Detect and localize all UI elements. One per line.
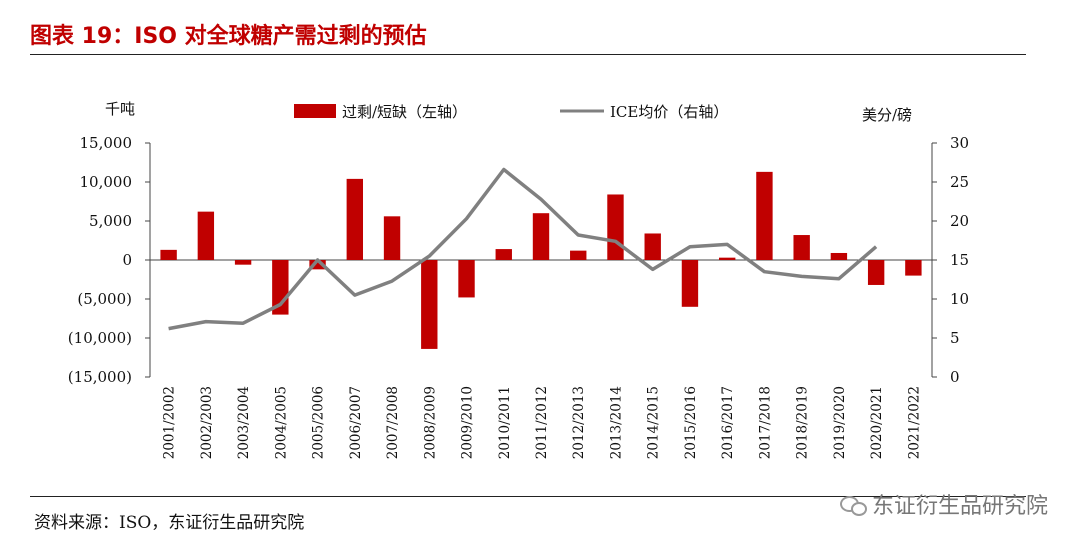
- right-axis-unit: 美分/磅: [862, 106, 912, 124]
- watermark-text: 东证衍生品研究院: [871, 494, 1048, 519]
- x-tick-label: 2002/2003: [199, 386, 215, 459]
- bar: [793, 235, 810, 260]
- ice-price-line: [168, 167, 878, 331]
- right-tick-label: 10: [950, 290, 969, 308]
- legend-label-line: ICE均价（右轴）: [610, 103, 728, 121]
- left-tick-label: (15,000): [68, 368, 132, 386]
- right-tick-label: 30: [950, 134, 969, 152]
- right-tick-label: 25: [950, 173, 969, 191]
- bar: [681, 260, 699, 307]
- x-tick-label: 2010/2011: [497, 386, 513, 459]
- x-tick-label: 2014/2015: [646, 386, 662, 459]
- left-tick-label: 10,000: [80, 173, 133, 191]
- right-tick-label: 20: [950, 212, 969, 230]
- bar: [234, 260, 252, 265]
- x-tick-label: 2001/2002: [162, 386, 178, 459]
- left-axis-unit: 千吨: [105, 100, 135, 118]
- title-rule: [30, 54, 1026, 55]
- bar: [756, 171, 773, 260]
- right-tick-label: 5: [950, 329, 960, 347]
- x-tick-label: 2004/2005: [273, 386, 289, 459]
- left-tick-label: 0: [122, 251, 132, 269]
- bar: [830, 252, 848, 260]
- legend-swatch-bar: [294, 104, 336, 118]
- bar: [346, 178, 364, 260]
- legend-label-bar: 过剩/短缺（左轴）: [342, 103, 467, 121]
- x-axis-labels: 2001/2002 2002/2003 2003/2004 2004/2005 2005…: [162, 386, 923, 459]
- x-tick-label: 2016/2017: [720, 386, 736, 459]
- line-series: [168, 167, 878, 331]
- bar: [532, 213, 550, 260]
- x-tick-label: 2011/2012: [534, 386, 550, 459]
- bar: [644, 233, 661, 260]
- source-note: 资料来源：ISO，东证衍生品研究院: [34, 513, 305, 533]
- bar: [421, 260, 438, 349]
- figure-title: 图表 19：ISO 对全球糖产需过剩的预估: [30, 24, 427, 49]
- x-tick-label: 2005/2006: [311, 386, 327, 459]
- right-tick-label: 15: [950, 251, 969, 269]
- bar: [570, 250, 587, 260]
- right-axis-ticks: 30 25 20 15 10 5 0: [932, 134, 969, 386]
- bar: [607, 194, 624, 260]
- x-tick-label: 2006/2007: [348, 386, 364, 459]
- bar: [160, 249, 177, 260]
- x-tick-label: 2013/2014: [608, 386, 624, 459]
- x-tick-label: 2018/2019: [795, 386, 811, 459]
- x-tick-label: 2012/2013: [571, 386, 587, 459]
- x-tick-label: 2008/2009: [422, 386, 438, 459]
- bar: [495, 249, 512, 260]
- bar: [867, 260, 885, 285]
- left-tick-label: (10,000): [68, 329, 132, 347]
- bar: [197, 211, 215, 260]
- bar: [718, 257, 736, 260]
- bar: [309, 260, 326, 270]
- left-axis-ticks: 15,000 10,000 5,000 0 (5,000) (10,000) (15,000…: [68, 134, 150, 386]
- left-tick-label: (5,000): [77, 290, 132, 308]
- bar: [905, 260, 922, 276]
- bar: [458, 260, 475, 298]
- x-tick-label: 2019/2020: [832, 386, 848, 459]
- x-tick-label: 2003/2004: [236, 386, 252, 459]
- wechat-icon: [839, 494, 867, 516]
- bar: [383, 216, 401, 260]
- bar-series: [160, 171, 922, 349]
- right-tick-label: 0: [950, 368, 960, 386]
- x-tick-label: 2021/2022: [906, 386, 922, 459]
- left-tick-label: 5,000: [89, 212, 132, 230]
- bottom-rule: [30, 496, 1026, 497]
- x-tick-label: 2007/2008: [385, 386, 401, 459]
- x-tick-label: 2015/2016: [683, 386, 699, 459]
- x-tick-label: 2017/2018: [757, 386, 773, 459]
- x-tick-label: 2009/2010: [460, 386, 476, 459]
- x-tick-label: 2020/2021: [869, 386, 885, 459]
- left-tick-label: 15,000: [80, 134, 133, 152]
- watermark: 东证衍生品研究院: [839, 488, 1048, 520]
